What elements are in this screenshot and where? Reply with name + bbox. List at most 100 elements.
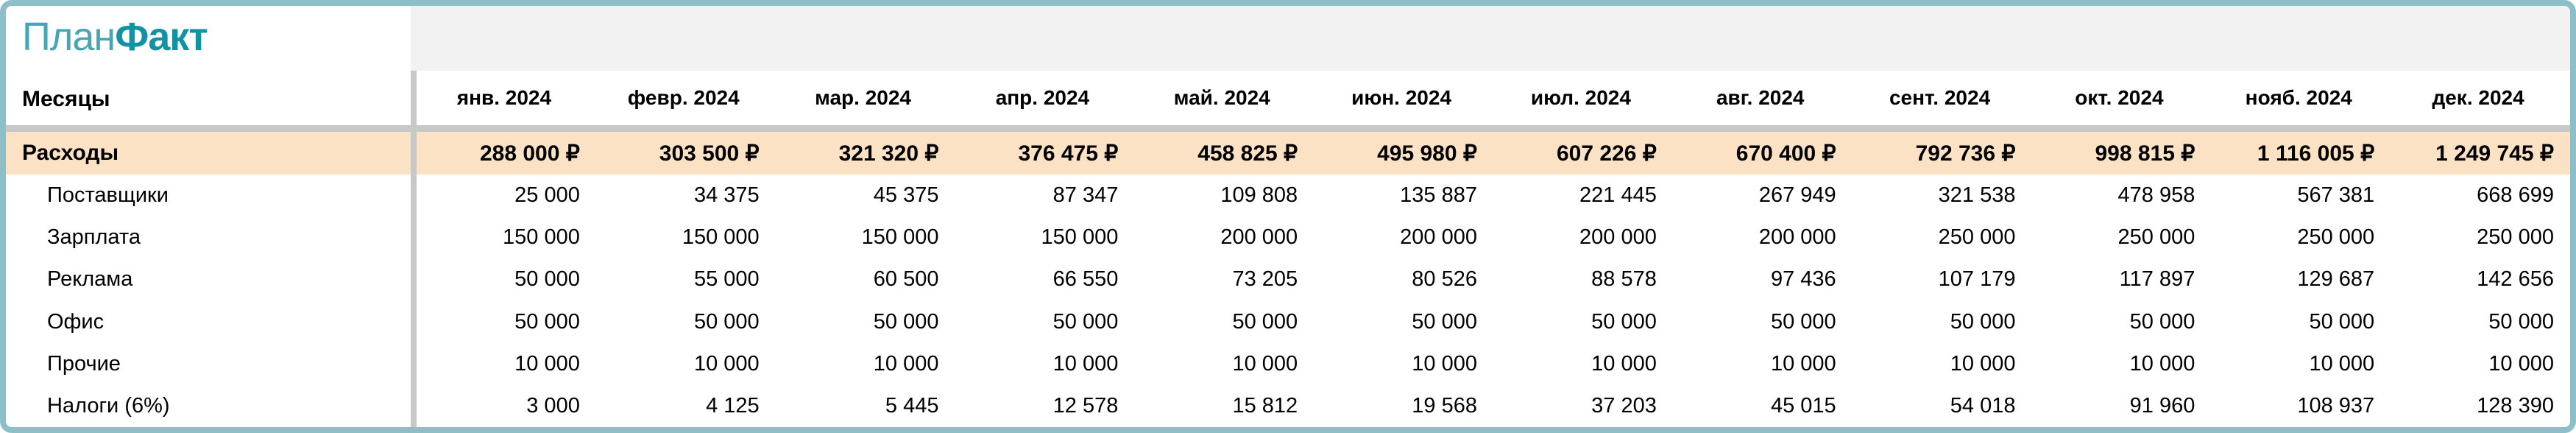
logo-fact-text: Факт [115, 15, 208, 59]
row-values: 50 000 55 000 60 500 66 550 73 205 80 526 88 5… [417, 258, 2570, 301]
row-values: 50 000 50 000 50 000 50 000 50 000 50 000 50 0… [417, 300, 2570, 343]
value-cell: 5 445 [885, 393, 939, 418]
value-cell: 12 578 [1052, 393, 1119, 418]
expense-row: Прочие 10 000 10 000 10 000 10 000 10 000 10 0… [6, 342, 2570, 385]
month-header-cell: окт. 2024 [2075, 86, 2164, 109]
value-cell: 250 000 [2117, 225, 2195, 250]
value-cell: 87 347 [1052, 183, 1119, 208]
value-cell: 60 500 [873, 267, 939, 292]
total-value-cell: 998 815 ₽ [2095, 141, 2195, 166]
value-cell: 267 949 [1758, 183, 1836, 208]
value-cell: 129 687 [2297, 267, 2375, 292]
value-cell: 50 000 [693, 309, 760, 334]
value-cell: 50 000 [2309, 309, 2375, 334]
month-header-cell: май. 2024 [1173, 86, 1270, 109]
corner-cell: ПланФакт Месяцы [6, 6, 411, 125]
column-divider [411, 175, 417, 217]
value-cell: 150 000 [861, 225, 939, 250]
value-cell: 50 000 [873, 309, 939, 334]
row-values: 150 000 150 000 150 000 150 000 200 000 200 0… [417, 216, 2570, 259]
column-divider [411, 132, 417, 175]
month-header-cell: дек. 2024 [2432, 86, 2524, 109]
value-cell: 54 018 [1950, 393, 2016, 418]
months-axis-label: Месяцы [22, 87, 110, 111]
value-cell: 50 000 [1591, 309, 1657, 334]
value-cell: 50 000 [1770, 309, 1836, 334]
value-cell: 10 000 [873, 351, 939, 376]
logo-plan-text: План [22, 15, 116, 59]
value-cell: 10 000 [1052, 351, 1119, 376]
row-values: 25 000 34 375 45 375 87 347 109 808 135 887 22… [417, 175, 2570, 217]
row-label: Офис [6, 300, 411, 343]
value-cell: 10 000 [693, 351, 760, 376]
month-header-cell: янв. 2024 [456, 86, 552, 109]
value-cell: 4 125 [706, 393, 760, 418]
column-divider [411, 300, 417, 343]
month-header-cell: мар. 2024 [815, 86, 911, 109]
value-cell: 668 699 [2477, 183, 2554, 208]
expenses-total-label: Расходы [6, 132, 411, 175]
total-value-cell: 321 320 ₽ [838, 141, 939, 166]
value-cell: 221 445 [1579, 183, 1657, 208]
row-label: Поставщики [6, 175, 411, 217]
month-header-cell: апр. 2024 [995, 86, 1090, 109]
value-cell: 50 000 [1232, 309, 1298, 334]
month-header-row: янв. 2024 февр. 2024 мар. 2024 апр. 2024 май… [417, 71, 2570, 125]
value-cell: 107 179 [1938, 267, 2016, 292]
value-cell: 108 937 [2297, 393, 2375, 418]
expense-row: Поставщики 25 000 34 375 45 375 87 347 109 80… [6, 175, 2570, 217]
row-values: 3 000 4 125 5 445 12 578 15 812 19 568 37 203 4… [417, 384, 2570, 427]
total-value-cell: 288 000 ₽ [479, 141, 580, 166]
planfact-logo: ПланФакт [22, 16, 396, 58]
value-cell: 250 000 [1938, 225, 2016, 250]
column-divider-top [411, 6, 417, 71]
value-cell: 10 000 [1770, 351, 1836, 376]
total-value-cell: 495 980 ₽ [1377, 141, 1477, 166]
value-cell: 50 000 [2129, 309, 2195, 334]
value-cell: 250 000 [2477, 225, 2554, 250]
total-value-cell: 1 249 745 ₽ [2435, 141, 2554, 166]
row-values: 10 000 10 000 10 000 10 000 10 000 10 000 10 0… [417, 342, 2570, 385]
row-label: Реклама [6, 258, 411, 301]
value-cell: 97 436 [1770, 267, 1836, 292]
value-cell: 117 897 [2119, 267, 2195, 292]
header-row-divider [6, 125, 2570, 132]
expense-row: Офис 50 000 50 000 50 000 50 000 50 000 50 000… [6, 300, 2570, 343]
value-cell: 150 000 [682, 225, 760, 250]
value-cell: 50 000 [1412, 309, 1477, 334]
value-cell: 10 000 [1232, 351, 1298, 376]
total-value-cell: 1 116 005 ₽ [2257, 141, 2375, 166]
column-divider [411, 216, 417, 259]
month-header-cell: сент. 2024 [1889, 86, 1991, 109]
value-cell: 50 000 [1052, 309, 1119, 334]
row-label: Налоги (6%) [6, 384, 411, 427]
value-cell: 91 960 [2129, 393, 2195, 418]
value-cell: 321 538 [1938, 183, 2016, 208]
column-divider [411, 342, 417, 385]
month-header-cell: июн. 2024 [1351, 86, 1452, 109]
total-value-cell: 792 736 ₽ [1915, 141, 2016, 166]
value-cell: 50 000 [1950, 309, 2016, 334]
value-cell: 109 808 [1220, 183, 1298, 208]
expense-rows: Поставщики 25 000 34 375 45 375 87 347 109 80… [6, 175, 2570, 427]
expense-row: Реклама 50 000 55 000 60 500 66 550 73 205 80 … [6, 258, 2570, 301]
row-label: Зарплата [6, 216, 411, 259]
value-cell: 10 000 [1591, 351, 1657, 376]
column-divider [411, 6, 417, 125]
value-cell: 3 000 [526, 393, 580, 418]
value-cell: 19 568 [1412, 393, 1477, 418]
value-cell: 200 000 [1220, 225, 1298, 250]
month-header-cell: февр. 2024 [627, 86, 740, 109]
value-cell: 10 000 [2129, 351, 2195, 376]
total-value-cell: 670 400 ₽ [1735, 141, 1836, 166]
expense-row: Зарплата 150 000 150 000 150 000 150 000 200 … [6, 216, 2570, 259]
value-cell: 45 015 [1770, 393, 1836, 418]
value-cell: 10 000 [1412, 351, 1477, 376]
value-cell: 10 000 [1950, 351, 2016, 376]
value-cell: 25 000 [514, 183, 580, 208]
value-cell: 10 000 [2309, 351, 2375, 376]
header-section: ПланФакт Месяцы янв. 2024 февр. 2024 мар. … [6, 6, 2570, 125]
total-value-cell: 458 825 ₽ [1197, 141, 1298, 166]
value-cell: 10 000 [2488, 351, 2554, 376]
